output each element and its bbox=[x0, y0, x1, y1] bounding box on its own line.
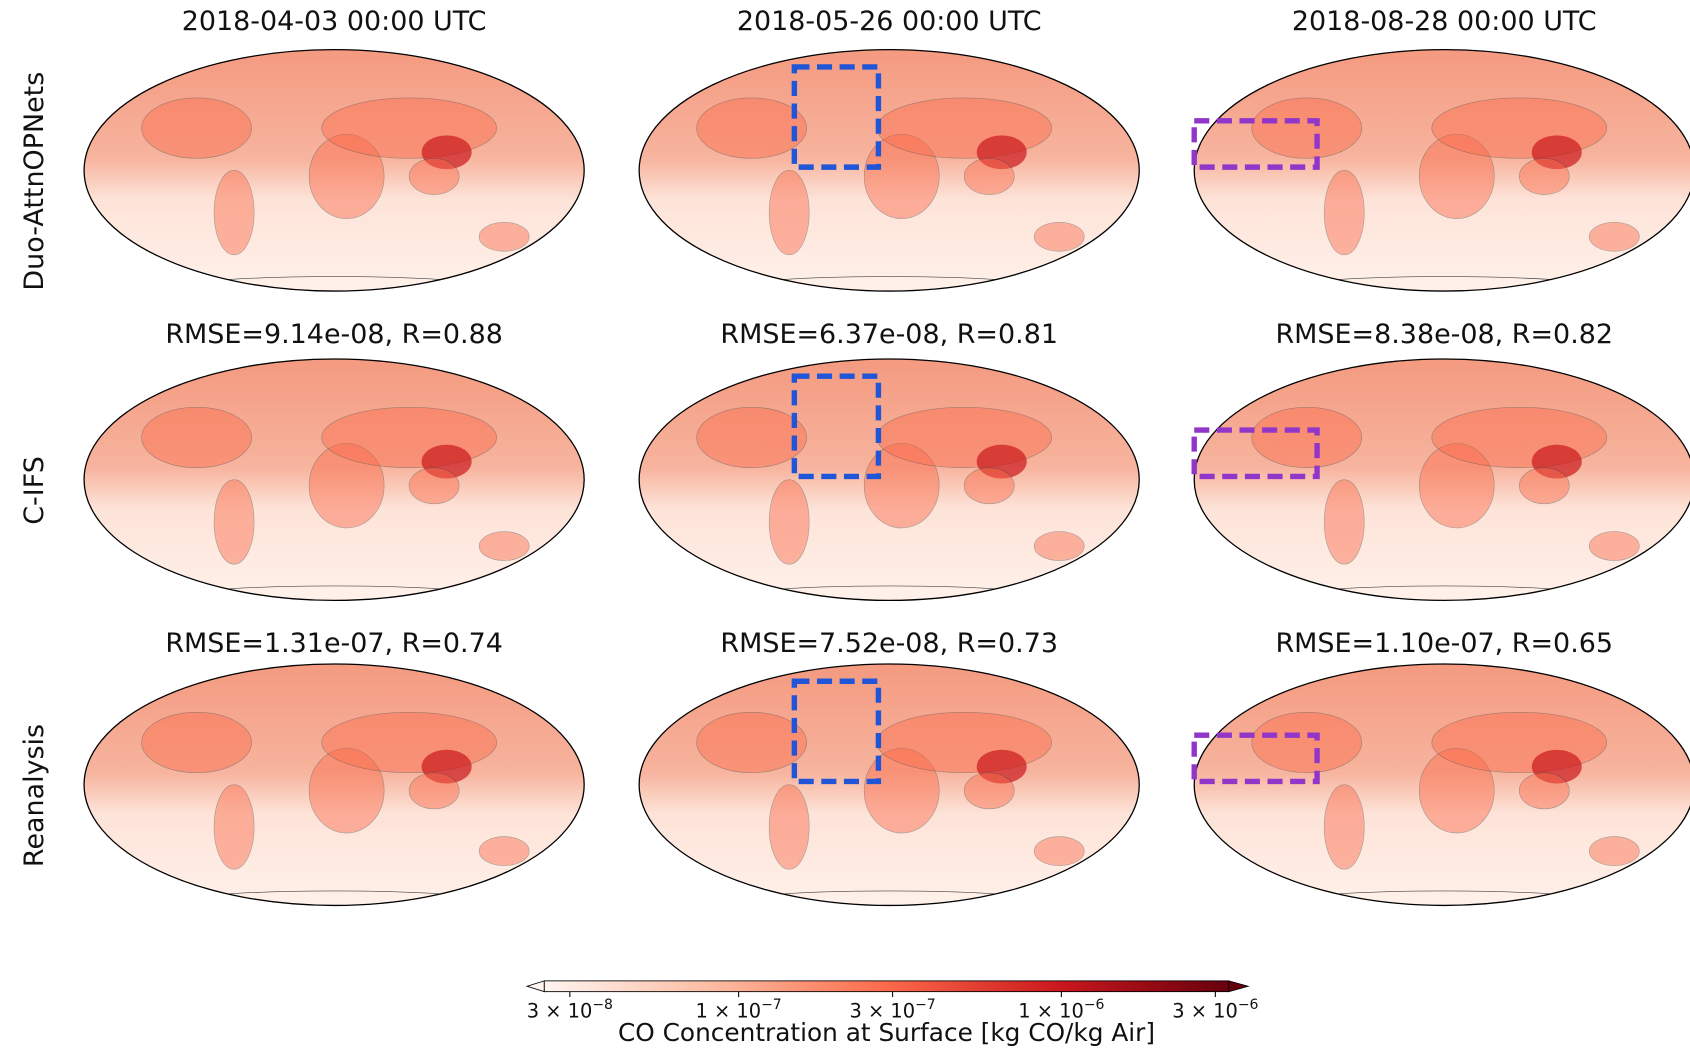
metric-title: RMSE=8.38e-08, R=0.82 bbox=[1275, 319, 1613, 350]
land bbox=[1519, 773, 1569, 809]
land bbox=[409, 773, 459, 809]
land bbox=[964, 773, 1014, 809]
row-label: Reanalysis bbox=[19, 724, 50, 867]
map-panels: 2018-04-03 00:00 UTC 2018-05-26 00:00 UTC… bbox=[19, 6, 1690, 920]
metric-title: RMSE=7.52e-08, R=0.73 bbox=[720, 628, 1058, 659]
land bbox=[1589, 837, 1639, 866]
land bbox=[697, 407, 807, 467]
land bbox=[1324, 170, 1364, 254]
map bbox=[84, 359, 584, 615]
metric-title: RMSE=1.31e-07, R=0.74 bbox=[165, 628, 503, 659]
metric-title: RMSE=1.10e-07, R=0.65 bbox=[1275, 628, 1613, 659]
land bbox=[214, 480, 254, 565]
land bbox=[214, 785, 254, 870]
land bbox=[1252, 98, 1362, 158]
land bbox=[769, 480, 809, 565]
map bbox=[1194, 664, 1690, 920]
land bbox=[479, 837, 529, 866]
land bbox=[214, 170, 254, 254]
map bbox=[84, 664, 584, 920]
land bbox=[1519, 468, 1569, 504]
land bbox=[1589, 222, 1639, 251]
land bbox=[409, 158, 459, 194]
land bbox=[769, 170, 809, 254]
land bbox=[409, 468, 459, 504]
page: 2018-04-03 00:00 UTC 2018-05-26 00:00 UTC… bbox=[0, 0, 1690, 1051]
column-title: 2018-08-28 00:00 UTC bbox=[1292, 6, 1597, 37]
land bbox=[697, 712, 807, 772]
land bbox=[142, 407, 252, 467]
column-title: 2018-04-03 00:00 UTC bbox=[182, 6, 487, 37]
land bbox=[142, 98, 252, 158]
colorbar-extend-high bbox=[1229, 981, 1248, 992]
land bbox=[697, 98, 807, 158]
land bbox=[769, 785, 809, 870]
metric-title: RMSE=6.37e-08, R=0.81 bbox=[720, 319, 1058, 350]
land bbox=[1252, 712, 1362, 772]
land bbox=[1519, 158, 1569, 194]
map bbox=[639, 664, 1139, 920]
map bbox=[639, 50, 1139, 306]
metric-title: RMSE=9.14e-08, R=0.88 bbox=[165, 319, 503, 350]
row-label: Duo-AttnOPNets bbox=[19, 72, 50, 291]
row-label: C-IFS bbox=[19, 456, 50, 525]
colorbar-tick-label: 3 × 10−8 bbox=[527, 997, 613, 1023]
land bbox=[1034, 222, 1084, 251]
figure: 2018-04-03 00:00 UTC 2018-05-26 00:00 UTC… bbox=[0, 0, 1690, 1051]
land bbox=[1034, 837, 1084, 866]
map bbox=[1194, 50, 1690, 306]
colorbar-label: CO Concentration at Surface [kg CO/kg Ai… bbox=[618, 1018, 1155, 1047]
colorbar-body bbox=[544, 981, 1228, 992]
colorbar-extend-low bbox=[527, 981, 544, 992]
land bbox=[964, 158, 1014, 194]
land bbox=[1324, 785, 1364, 870]
land bbox=[479, 222, 529, 251]
land bbox=[479, 532, 529, 561]
land bbox=[1324, 480, 1364, 565]
column-title: 2018-05-26 00:00 UTC bbox=[737, 6, 1042, 37]
land bbox=[964, 468, 1014, 504]
land bbox=[1034, 532, 1084, 561]
land bbox=[1589, 532, 1639, 561]
colorbar-tick-label: 3 × 10−6 bbox=[1172, 997, 1258, 1023]
map bbox=[639, 359, 1139, 615]
land bbox=[142, 712, 252, 772]
map bbox=[84, 50, 584, 306]
map bbox=[1194, 359, 1690, 615]
land bbox=[1252, 407, 1362, 467]
